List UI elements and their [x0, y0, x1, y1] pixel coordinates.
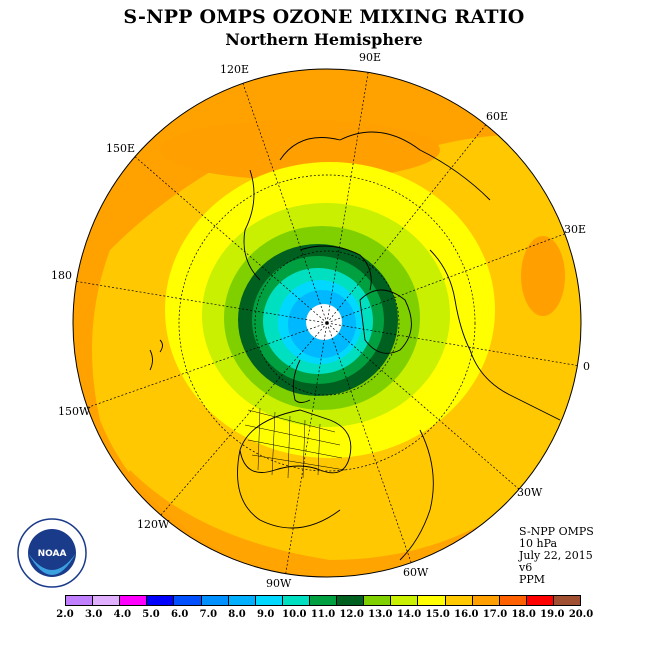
colorbar-tick-label: 6.0	[170, 609, 189, 620]
info-units: PPM	[519, 573, 546, 586]
colorbar-tick-label: 5.0	[142, 609, 160, 620]
colorbar-tick-label: 2.0	[56, 609, 74, 620]
us-state-lines	[244, 407, 346, 479]
colorbar-tick-label: 17.0	[482, 609, 508, 620]
colorbar-cell	[228, 596, 256, 605]
info-instrument: S-NPP OMPS	[519, 525, 594, 538]
colorbar-tick-label: 19.0	[540, 609, 565, 620]
info-version: v6	[519, 561, 533, 574]
lon-label-30e: 30E	[564, 223, 587, 236]
colorbar-cell	[391, 596, 419, 605]
polar-data-gap	[306, 304, 342, 340]
lon-label-150w: 150W	[58, 405, 91, 418]
colorbar-tick-label: 9.0	[256, 609, 275, 620]
ozone-band-orange-east	[521, 236, 565, 316]
colorbar-cell	[93, 596, 121, 605]
colorbar-cell	[472, 596, 500, 605]
noaa-logo-text: NOAA	[38, 549, 67, 559]
lon-label-120e: 120E	[220, 63, 250, 76]
colorbar-cell	[364, 596, 392, 605]
lon-label-180: 180	[51, 269, 72, 282]
noaa-logo: NOAA	[17, 518, 87, 588]
lon-label-30w: 30W	[517, 486, 543, 499]
colorbar-cell	[553, 596, 581, 605]
coastlines	[149, 131, 561, 561]
colorbar-tick-label: 3.0	[84, 609, 103, 620]
colorbar-tick-label: 16.0	[454, 609, 479, 620]
map-boundary	[72, 68, 582, 578]
ozone-band-orange-north	[160, 120, 440, 180]
colorbar-tick-label: 14.0	[396, 609, 422, 620]
colorbar-tick-label: 12.0	[339, 609, 364, 620]
colorbar-cell	[526, 596, 554, 605]
lon-label-0: 0	[583, 360, 590, 373]
lon-label-60e: 60E	[486, 110, 509, 123]
colorbar-ticks: 2.0 3.0 4.0 5.0 6.0 7.0 8.0 9.0 10.0 11.0 12.0 13.0…	[56, 609, 593, 623]
colorbar-tick-label: 10.0	[282, 609, 307, 620]
colorbar-cell	[309, 596, 338, 605]
colorbar-tick-label: 13.0	[368, 609, 393, 620]
colorbar-cell	[337, 596, 365, 605]
colorbar	[65, 595, 581, 606]
map-info: S-NPP OMPS 10 hPa July 22, 2015 v6 PPM	[519, 526, 594, 586]
colorbar-cell	[174, 596, 202, 605]
colorbar-tick-label: 11.0	[310, 609, 336, 620]
colorbar-cell	[66, 596, 94, 605]
colorbar-cell	[120, 596, 148, 605]
colorbar-cell	[499, 596, 527, 605]
colorbar-cell	[418, 596, 446, 605]
lon-label-90e: 90E	[359, 51, 382, 64]
colorbar-tick-label: 4.0	[113, 609, 132, 620]
colorbar-cell	[255, 596, 283, 605]
colorbar-cell	[445, 596, 473, 605]
latitude-circles	[178, 174, 476, 472]
lon-label-150e: 150E	[106, 142, 136, 155]
meridians	[73, 69, 581, 577]
colorbar-tick-label: 20.0	[568, 609, 594, 620]
colorbar-tick-label: 7.0	[199, 609, 218, 620]
info-date: July 22, 2015	[519, 549, 593, 562]
chart-subtitle: Northern Hemisphere	[225, 30, 423, 49]
colorbar-tick-label: 18.0	[511, 609, 536, 620]
lon-label-90w: 90W	[266, 577, 292, 590]
colorbar-cell	[147, 596, 175, 605]
chart-title: S-NPP OMPS OZONE MIXING RATIO	[123, 6, 525, 28]
colorbar-tick-label: 15.0	[425, 609, 450, 620]
lon-label-60w: 60W	[403, 566, 429, 579]
colorbar-cell	[201, 596, 229, 605]
colorbar-cell	[282, 596, 310, 605]
lon-label-120w: 120W	[137, 518, 170, 531]
colorbar-tick-label: 8.0	[228, 609, 246, 620]
info-pressure: 10 hPa	[519, 537, 558, 550]
